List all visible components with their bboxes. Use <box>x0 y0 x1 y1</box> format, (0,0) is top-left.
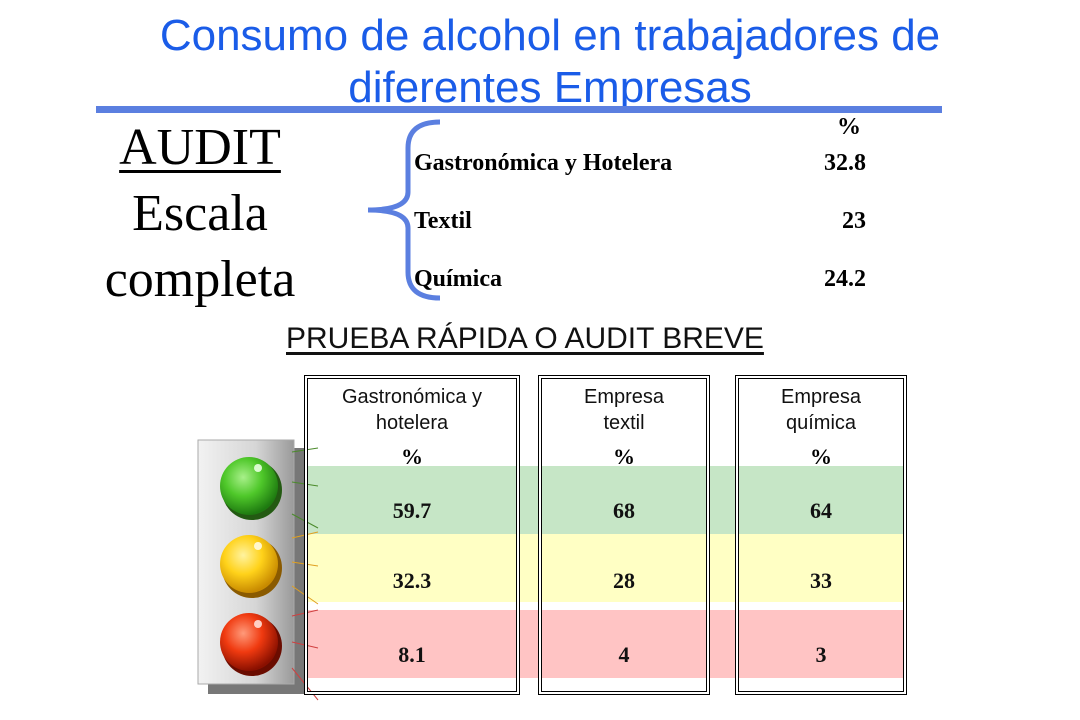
row-value: 24.2 <box>824 266 866 292</box>
page-title: Consumo de alcohol en trabajadores de di… <box>159 11 941 112</box>
header-line: Gastronómica y <box>341 386 483 408</box>
escala-label: Escala <box>132 185 268 242</box>
column-percent: % <box>613 444 635 469</box>
red-band <box>300 610 904 678</box>
column-header: Empresa textil <box>539 384 709 436</box>
column-header: Gastronómica y hotelera <box>305 384 519 436</box>
green-band <box>300 466 904 534</box>
header-line: textil <box>603 412 645 434</box>
table-row: Química 24.2 <box>414 266 866 296</box>
row-name: Gastronómica y Hotelera <box>414 150 673 176</box>
column-textil: Empresa textil % 68 28 4 <box>538 375 710 695</box>
yellow-value: 33 <box>810 568 832 593</box>
column-header: Empresa química <box>736 384 906 436</box>
yellow-value: 28 <box>613 568 635 593</box>
row-value: 32.8 <box>824 150 866 176</box>
row-name: Química <box>414 266 502 292</box>
red-value: 3 <box>815 642 827 667</box>
red-value: 4 <box>618 642 630 667</box>
audit-label: AUDIT <box>119 119 281 176</box>
title-underline <box>96 106 942 113</box>
header-line: química <box>785 412 857 434</box>
audit-brief-subtitle: PRUEBA RÁPIDA O AUDIT BREVE <box>286 322 764 355</box>
table-row: Gastronómica y Hotelera 32.8 <box>414 150 866 180</box>
column-percent: % <box>810 444 832 469</box>
row-value: 23 <box>842 208 866 234</box>
red-value: 8.1 <box>398 642 426 667</box>
column-percent: % <box>401 444 423 469</box>
yellow-band <box>300 534 904 602</box>
row-name: Textil <box>414 208 472 234</box>
yellow-value: 32.3 <box>392 568 432 593</box>
header-line: hotelera <box>375 412 449 434</box>
green-value: 68 <box>613 498 635 523</box>
brace-icon <box>367 119 441 301</box>
completa-label: completa <box>104 251 296 308</box>
header-line: Empresa <box>780 386 862 408</box>
header-line: Empresa <box>583 386 665 408</box>
audit-full-label: AUDIT Escala completa <box>80 120 320 308</box>
column-quimica: Empresa química % 64 33 3 <box>735 375 907 695</box>
green-value: 64 <box>810 498 832 523</box>
traffic-light-icon <box>197 439 319 701</box>
table-row: Textil 23 <box>414 208 866 238</box>
column-gastronomica: Gastronómica y hotelera % 59.7 32.3 8.1 <box>304 375 520 695</box>
green-value: 59.7 <box>392 498 432 523</box>
percent-header: % <box>837 114 861 140</box>
